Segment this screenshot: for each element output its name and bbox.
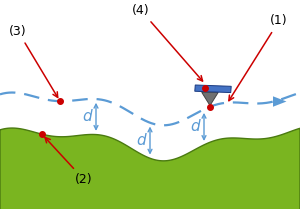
Text: d: d xyxy=(82,109,92,124)
Polygon shape xyxy=(195,85,231,93)
Text: (4): (4) xyxy=(132,4,203,81)
Polygon shape xyxy=(0,128,300,209)
Polygon shape xyxy=(273,96,286,107)
Text: (2): (2) xyxy=(45,138,93,186)
Text: d: d xyxy=(136,133,146,148)
Text: (1): (1) xyxy=(229,14,288,101)
Polygon shape xyxy=(202,92,218,106)
Text: (3): (3) xyxy=(9,25,58,97)
Text: d: d xyxy=(190,119,200,134)
